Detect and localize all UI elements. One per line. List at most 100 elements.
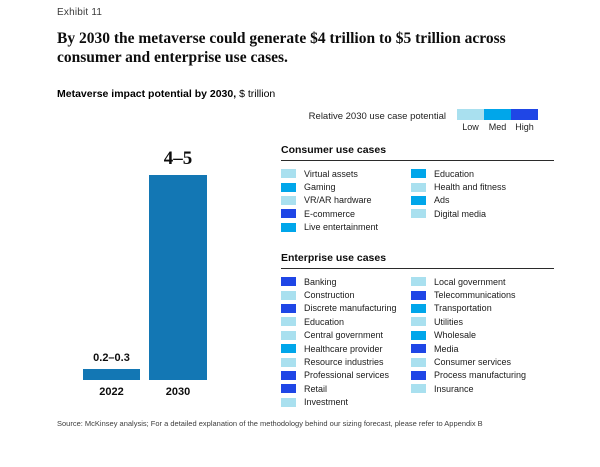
use-case-label: Process manufacturing	[434, 370, 527, 381]
use-case-label: Telecommunications	[434, 290, 516, 301]
use-case-row: Retail	[281, 382, 411, 395]
use-case-row: Resource industries	[281, 355, 411, 368]
exhibit-label: Exhibit 11	[57, 7, 103, 18]
use-case-row: Process manufacturing	[411, 369, 554, 382]
use-case-label: Transportation	[434, 303, 492, 314]
use-case-row: Gaming	[281, 180, 411, 193]
use-case-label: Education	[304, 316, 345, 327]
use-case-swatch-low-icon	[281, 169, 296, 179]
legend-level-label: High	[515, 122, 534, 132]
legend-strip	[457, 109, 538, 120]
use-case-label: Banking	[304, 276, 337, 287]
use-case-swatch-high-icon	[411, 344, 426, 354]
use-case-row: Media	[411, 342, 554, 355]
use-case-row: E-commerce	[281, 207, 411, 220]
use-case-swatch-med-icon	[281, 344, 296, 354]
chart-subtitle-main: Metaverse impact potential by 2030,	[57, 88, 237, 100]
use-case-row: Live entertainment	[281, 221, 411, 234]
use-case-label: Utilities	[434, 316, 464, 327]
enterprise-section: Enterprise use cases Banking Construction…	[281, 252, 554, 409]
use-case-column: Local government Telecommunications Transp…	[411, 275, 554, 409]
bar-category-label: 2030	[165, 386, 191, 398]
use-case-label: Construction	[304, 290, 355, 301]
use-case-swatch-high-icon	[411, 370, 426, 380]
use-case-column: Virtual assets Gaming VR/AR hardware E-comm…	[281, 167, 411, 234]
use-case-label: Gaming	[304, 182, 336, 193]
use-case-label: Central government	[304, 330, 384, 341]
page-title: By 2030 the metaverse could generate $4 …	[57, 30, 506, 66]
consumer-section: Consumer use cases Virtual assets Gaming V…	[281, 144, 554, 234]
chart-subtitle: Metaverse impact potential by 2030, $ tr…	[57, 88, 275, 100]
use-case-row: Digital media	[411, 207, 554, 220]
use-case-swatch-low-icon	[411, 182, 426, 192]
legend-swatch-high-icon	[511, 109, 538, 120]
use-case-column: Banking Construction Discrete manufacturin…	[281, 275, 411, 409]
use-case-label: Virtual assets	[304, 168, 358, 179]
bar-chart: 0.2–0.3 2022 4–5 2030	[83, 148, 207, 400]
use-case-row: Banking	[281, 275, 411, 288]
use-case-row: Investment	[281, 396, 411, 409]
use-case-column: Education Health and fitness Ads Digital me…	[411, 167, 554, 234]
use-case-swatch-med-icon	[411, 330, 426, 340]
use-case-row: Discrete manufacturing	[281, 302, 411, 315]
use-case-label: Retail	[304, 383, 328, 394]
use-case-swatch-low-icon	[281, 357, 296, 367]
use-case-row: Virtual assets	[281, 167, 411, 180]
consumer-section-title: Consumer use cases	[281, 144, 554, 161]
enterprise-section-title: Enterprise use cases	[281, 252, 554, 269]
use-case-label: Local government	[434, 276, 506, 287]
use-case-row: Education	[411, 167, 554, 180]
use-case-swatch-high-icon	[281, 303, 296, 313]
legend-swatch-med-icon	[484, 109, 511, 120]
bar-value-label: 0.2–0.3	[93, 351, 130, 364]
use-case-row: Transportation	[411, 302, 554, 315]
legend-scale: Low Med High	[457, 109, 538, 132]
use-case-row: Ads	[411, 194, 554, 207]
use-case-swatch-high-icon	[281, 277, 296, 287]
use-case-swatch-high-icon	[411, 290, 426, 300]
use-case-swatch-low-icon	[411, 384, 426, 394]
use-case-swatch-low-icon	[411, 277, 426, 287]
use-case-row: Construction	[281, 288, 411, 301]
use-case-swatch-low-icon	[411, 209, 426, 219]
legend-label: Relative 2030 use case potential	[308, 111, 446, 122]
use-case-label: Discrete manufacturing	[304, 303, 397, 314]
use-case-label: VR/AR hardware	[304, 195, 372, 206]
use-case-swatch-low-icon	[281, 195, 296, 205]
use-case-label: Resource industries	[304, 357, 384, 368]
use-case-label: E-commerce	[304, 208, 356, 219]
use-case-label: Ads	[434, 195, 450, 206]
use-case-label: Healthcare provider	[304, 343, 383, 354]
use-case-row: Local government	[411, 275, 554, 288]
use-case-swatch-med-icon	[411, 169, 426, 179]
consumer-use-case-list: Virtual assets Gaming VR/AR hardware E-comm…	[281, 167, 554, 234]
use-case-swatch-low-icon	[281, 330, 296, 340]
use-case-swatch-high-icon	[281, 209, 296, 219]
use-case-swatch-low-icon	[281, 397, 296, 407]
use-case-row: Education	[281, 315, 411, 328]
use-case-swatch-high-icon	[281, 384, 296, 394]
use-case-row: Professional services	[281, 369, 411, 382]
use-case-row: Wholesale	[411, 329, 554, 342]
bar-group-2030: 4–5 2030	[149, 148, 207, 398]
use-case-label: Investment	[304, 397, 349, 408]
legend-level-labels: Low Med High	[457, 122, 538, 132]
use-case-row: VR/AR hardware	[281, 194, 411, 207]
use-case-swatch-low-icon	[281, 317, 296, 327]
use-case-row: Insurance	[411, 382, 554, 395]
source-note: Source: McKinsey analysis; For a detaile…	[57, 419, 483, 428]
legend: Relative 2030 use case potential Low Med H…	[309, 109, 538, 132]
use-case-label: Digital media	[434, 208, 487, 219]
use-case-row: Central government	[281, 329, 411, 342]
use-case-label: Media	[434, 343, 459, 354]
use-case-row: Healthcare provider	[281, 342, 411, 355]
use-case-row: Health and fitness	[411, 180, 554, 193]
use-case-swatch-med-icon	[411, 195, 426, 205]
use-case-swatch-high-icon	[281, 370, 296, 380]
use-case-swatch-low-icon	[411, 317, 426, 327]
legend-level-label: Low	[462, 122, 479, 132]
use-case-swatch-low-icon	[281, 290, 296, 300]
bar-2022	[83, 368, 140, 380]
use-case-label: Live entertainment	[304, 222, 379, 233]
